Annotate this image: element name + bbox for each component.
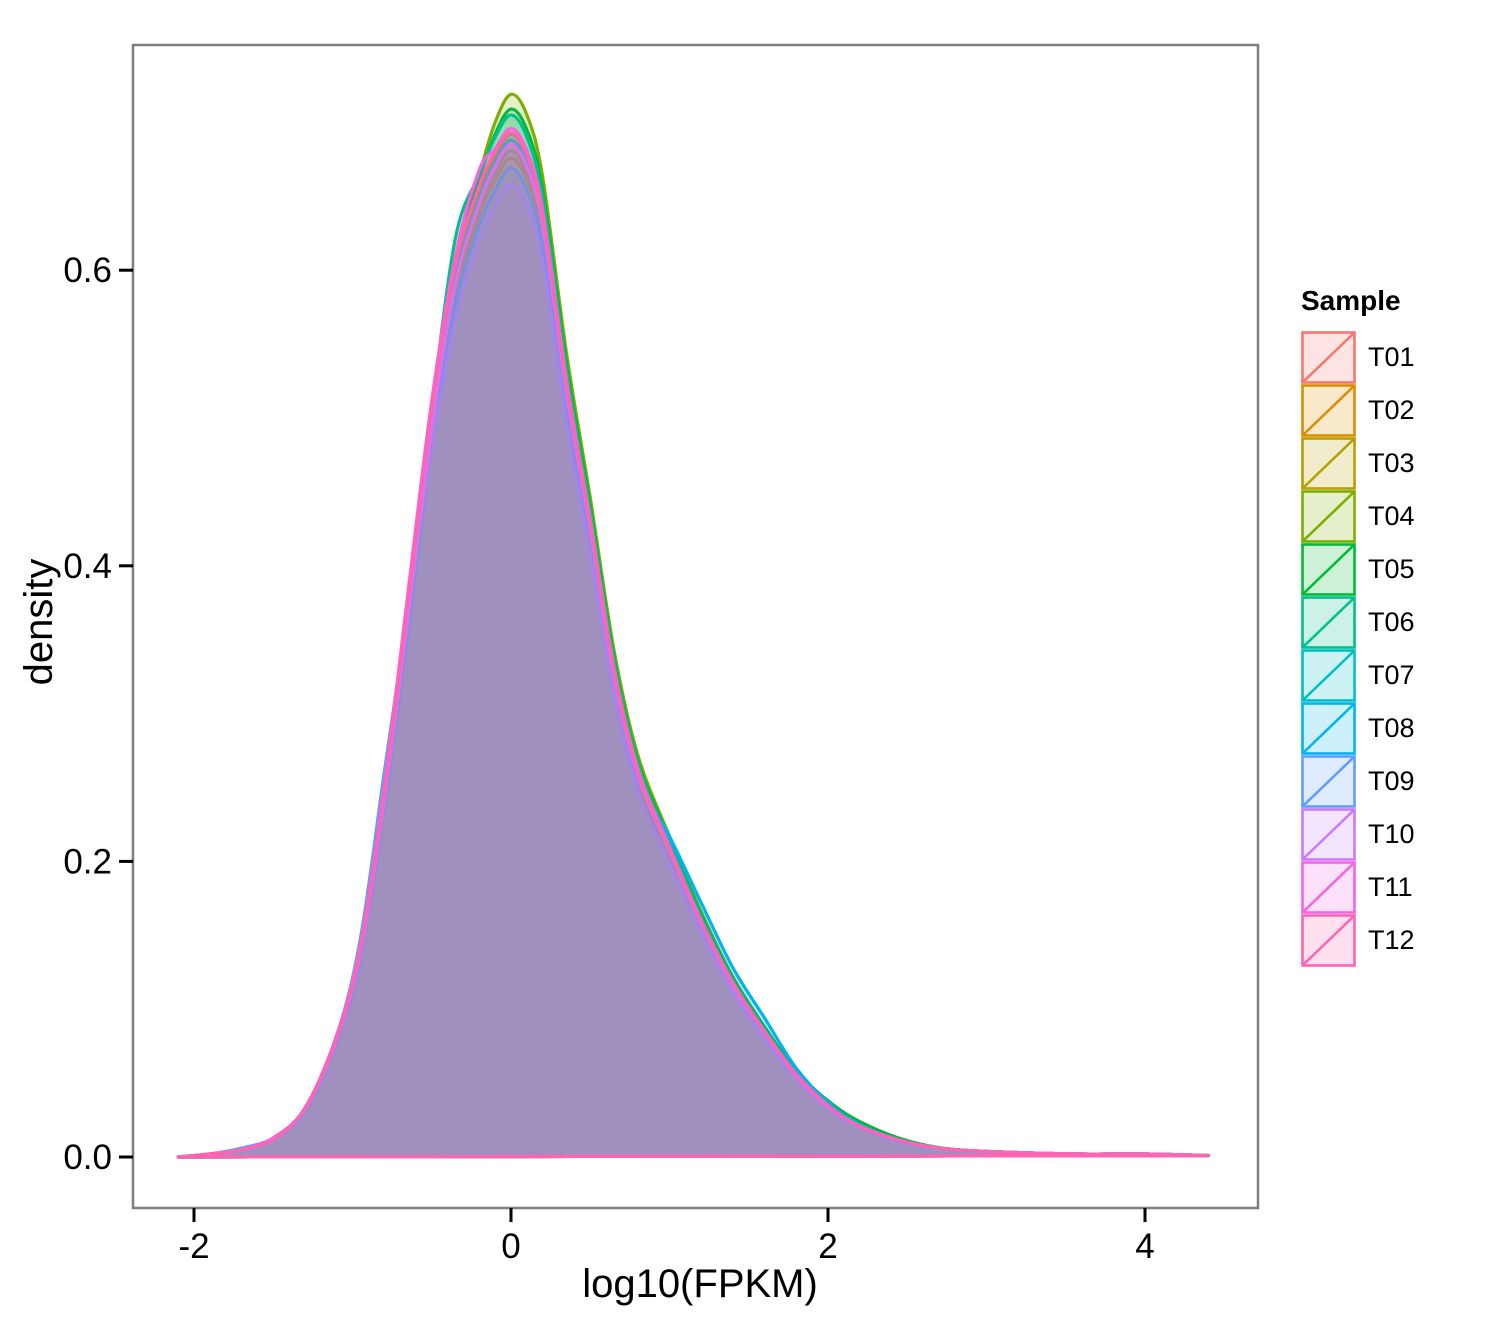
diagonal-line-icon (1301, 437, 1356, 490)
legend-item-T04: T04 (1301, 490, 1415, 543)
legend-key-icon (1301, 914, 1356, 967)
legend-key-T06 (1301, 596, 1356, 649)
panel-border-rect (131, 43, 1260, 1210)
diagonal-line-icon (1301, 755, 1356, 808)
legend-key-icon (1301, 808, 1356, 861)
diagonal-line-icon (1301, 384, 1356, 437)
legend-key-icon (1301, 596, 1356, 649)
diagonal-line-icon (1301, 543, 1356, 596)
legend-item-T02: T02 (1301, 384, 1415, 437)
legend-key-icon (1301, 437, 1356, 490)
legend-title: Sample (1301, 285, 1401, 316)
y-axis-tick-label: 0.0 (63, 1138, 112, 1177)
legend-label-T12: T12 (1368, 925, 1415, 955)
legend-label-T02: T02 (1368, 395, 1415, 425)
y-axis-tick-label: 0.2 (63, 842, 112, 881)
legend-key-icon (1301, 490, 1356, 543)
x-axis-tick-label: 4 (1135, 1227, 1154, 1266)
axes: -2 0 2 4 0.0 0.2 0.4 0.6 (63, 251, 1154, 1266)
y-axis-tick-label: 0.4 (63, 547, 112, 586)
legend-key-T01 (1301, 331, 1356, 384)
density-curves (176, 92, 1210, 1159)
legend-label-T05: T05 (1368, 554, 1415, 584)
y-axis-title: density (17, 559, 61, 686)
panel-border (131, 43, 1260, 1210)
legend-key-T10 (1301, 808, 1356, 861)
legend-key-icon (1301, 755, 1356, 808)
legend-item-T09: T09 (1301, 755, 1415, 808)
legend-item-T06: T06 (1301, 596, 1415, 649)
x-axis-title: log10(FPKM) (582, 1262, 818, 1306)
legend-label-T10: T10 (1368, 819, 1415, 849)
x-axis-tick-label: 2 (818, 1227, 837, 1266)
diagonal-line-icon (1301, 914, 1356, 967)
legend-key-T08 (1301, 702, 1356, 755)
diagonal-line-icon (1301, 808, 1356, 861)
legend-key-icon (1301, 543, 1356, 596)
legend-key-icon (1301, 861, 1356, 914)
legend-item-T11: T11 (1301, 861, 1415, 914)
legend-label-T07: T07 (1368, 660, 1415, 690)
legend-key-icon (1301, 384, 1356, 437)
panel-background (133, 45, 1258, 1208)
legend-label-T01: T01 (1368, 342, 1415, 372)
diagonal-line-icon (1301, 490, 1356, 543)
legend-items: T01 T02 T03 T04 T05 T06 T07 T08 T09 T10 T11 T12 (1301, 331, 1415, 967)
legend-label-T04: T04 (1368, 501, 1415, 531)
legend-key-T07 (1301, 649, 1356, 702)
legend-key-T11 (1301, 861, 1356, 914)
diagonal-line-icon (1301, 702, 1356, 755)
legend-item-T08: T08 (1301, 702, 1415, 755)
legend-key-T04 (1301, 490, 1356, 543)
legend-label-T11: T11 (1368, 872, 1413, 902)
diagonal-line-icon (1301, 596, 1356, 649)
diagonal-line-icon (1301, 331, 1356, 384)
plot-panel (133, 45, 1258, 1208)
legend-item-T03: T03 (1301, 437, 1415, 490)
legend-key-icon (1301, 702, 1356, 755)
legend: Sample T01 T02 T03 T04 T05 T06 T07 T08 T09 T10 T11… (1301, 285, 1415, 967)
diagonal-line-icon (1301, 649, 1356, 702)
legend-label-T03: T03 (1368, 448, 1415, 478)
legend-key-T05 (1301, 543, 1356, 596)
x-axis-tick-label: 0 (501, 1227, 520, 1266)
legend-item-T07: T07 (1301, 649, 1415, 702)
legend-item-T10: T10 (1301, 808, 1415, 861)
legend-key-icon (1301, 331, 1356, 384)
x-axis-tick-label: -2 (178, 1227, 209, 1266)
legend-key-T02 (1301, 384, 1356, 437)
diagonal-line-icon (1301, 861, 1356, 914)
legend-key-icon (1301, 649, 1356, 702)
legend-key-T12 (1301, 914, 1356, 967)
legend-label-T08: T08 (1368, 713, 1415, 743)
legend-label-T09: T09 (1368, 766, 1415, 796)
legend-item-T01: T01 (1301, 331, 1415, 384)
legend-key-T03 (1301, 437, 1356, 490)
density-curve-T12 (176, 131, 1210, 1159)
y-axis-tick-label: 0.6 (63, 251, 112, 290)
legend-item-T12: T12 (1301, 914, 1415, 967)
legend-label-T06: T06 (1368, 607, 1415, 637)
legend-item-T05: T05 (1301, 543, 1415, 596)
legend-key-T09 (1301, 755, 1356, 808)
